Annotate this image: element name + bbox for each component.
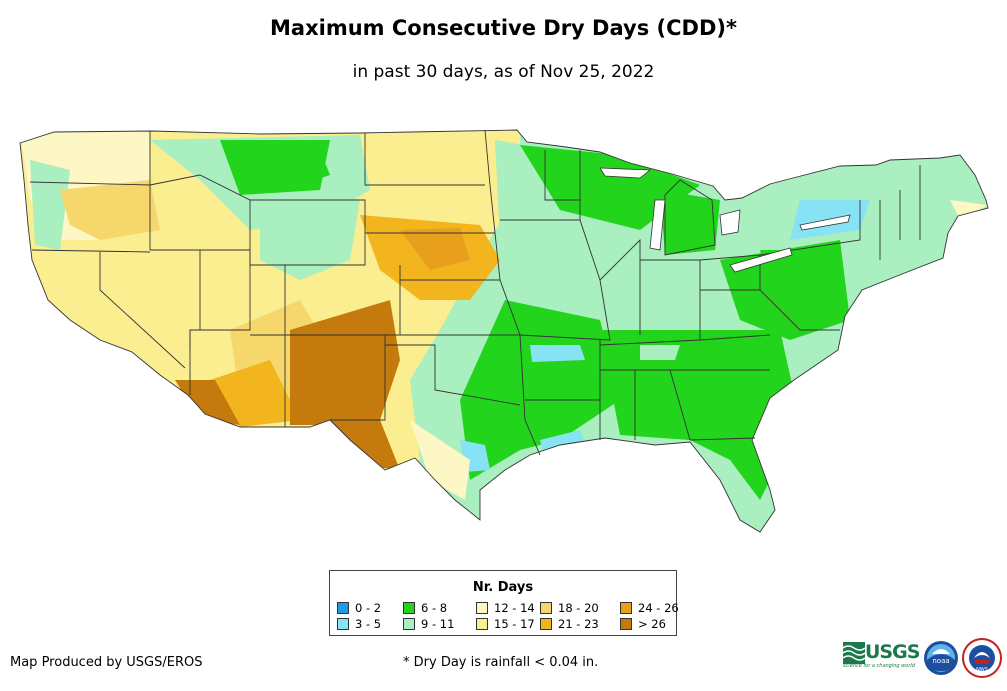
lake-superior [599,167,652,179]
usgs-wordmark: USGS [865,641,920,663]
lake-ontario [799,214,851,231]
legend-item: 24 - 26 [620,602,679,615]
region-12-14-maine-coast [950,200,988,220]
legend-title: Nr. Days [472,580,534,595]
legend-label: > 26 [638,617,666,631]
legend-swatch [620,602,632,614]
border-tx-la [519,334,541,456]
legend: Nr. Days 0 - 2 3 - 5 6 - 8 9 - 11 12 - 14 15 … [329,570,679,636]
region-3-5-missouri [530,345,585,362]
border-new-mexico [285,334,386,421]
region-6-8-montana-b [290,140,330,185]
nws-logo: NWS [962,638,1002,678]
legend-label: 6 - 8 [421,601,448,615]
dry-day-footnote: * Dry Day is rainfall < 0.04 in. [403,655,599,670]
border-wa-or [29,181,151,186]
nws-text: NWS [976,667,988,673]
legend-item: 18 - 20 [540,602,599,615]
region-12-14-south-texas [410,420,470,500]
legend-item: > 26 [620,618,666,631]
legend-label: 15 - 17 [494,617,535,631]
map-credit: Map Produced by USGS/EROS [10,655,203,670]
legend-item: 21 - 23 [540,618,599,631]
legend-item: 9 - 11 [403,618,454,631]
region-24-26-kansas [400,228,470,270]
region-gt26-new-mexico [290,300,400,470]
legend-swatch [620,618,632,630]
border-ga-fl [689,437,756,441]
lake-erie [729,247,793,273]
legend-label: 3 - 5 [355,617,382,631]
region-9-11-kentucky [640,345,680,360]
legend-swatch [403,618,415,630]
usgs-tagline: science for a changing world [843,663,915,669]
legend-item: 15 - 17 [476,618,535,631]
legend-item: 6 - 8 [403,602,447,615]
legend-label: 21 - 23 [558,617,599,631]
legend-swatch [337,618,349,630]
legend-label: 12 - 14 [494,601,535,615]
legend-label: 9 - 11 [421,617,455,631]
legend-swatch [476,602,488,614]
usgs-logo: USGS science for a changing world [843,641,920,671]
border-ca-nv [99,252,186,369]
map-title: Maximum Consecutive Dry Days (CDD)* [270,16,737,40]
border-pa-ny [759,200,861,256]
border-michigan [664,179,716,256]
state-boundaries [19,129,989,533]
great-lakes [599,167,851,273]
noaa-text: noaa [932,657,949,665]
legend-swatch [540,618,552,630]
legend-item: 12 - 14 [476,602,535,615]
border-ok-tx [385,344,521,406]
border-or-ca [31,249,151,253]
border-oh-pa [699,254,761,291]
legend-label: 24 - 26 [638,601,679,615]
lake-michigan [649,199,666,251]
region-9-11-wyoming [260,200,360,280]
region-6-8-michigan [660,190,720,255]
legend-item: 0 - 2 [337,602,381,615]
border-new-england [879,165,921,260]
border-wyoming [250,199,366,266]
us-outline [19,129,989,533]
legend-item: 3 - 5 [337,618,381,631]
border-mn-wi [544,150,581,220]
border-mo [519,279,611,341]
border-nd-sd [364,133,485,186]
legend-swatch [476,618,488,630]
noaa-logo: noaa [924,641,958,675]
border-va [759,289,840,331]
region-21-23-southwest [210,360,300,427]
region-6-8-southeast [600,330,800,500]
border-plains-east [484,129,521,336]
legend-swatch [540,602,552,614]
legend-swatch [337,602,349,614]
map-subtitle: in past 30 days, as of Nov 25, 2022 [352,62,655,82]
legend-swatch [403,602,415,614]
legend-label: 18 - 20 [558,601,599,615]
lake-huron [719,209,741,236]
usgs-wave-icon [843,642,865,664]
region-18-20-oregon [60,180,160,240]
region-gt26-arizona [175,380,240,425]
cdd-region-fills [20,130,988,532]
legend-label: 0 - 2 [355,601,382,615]
border-deep-south [599,369,691,441]
